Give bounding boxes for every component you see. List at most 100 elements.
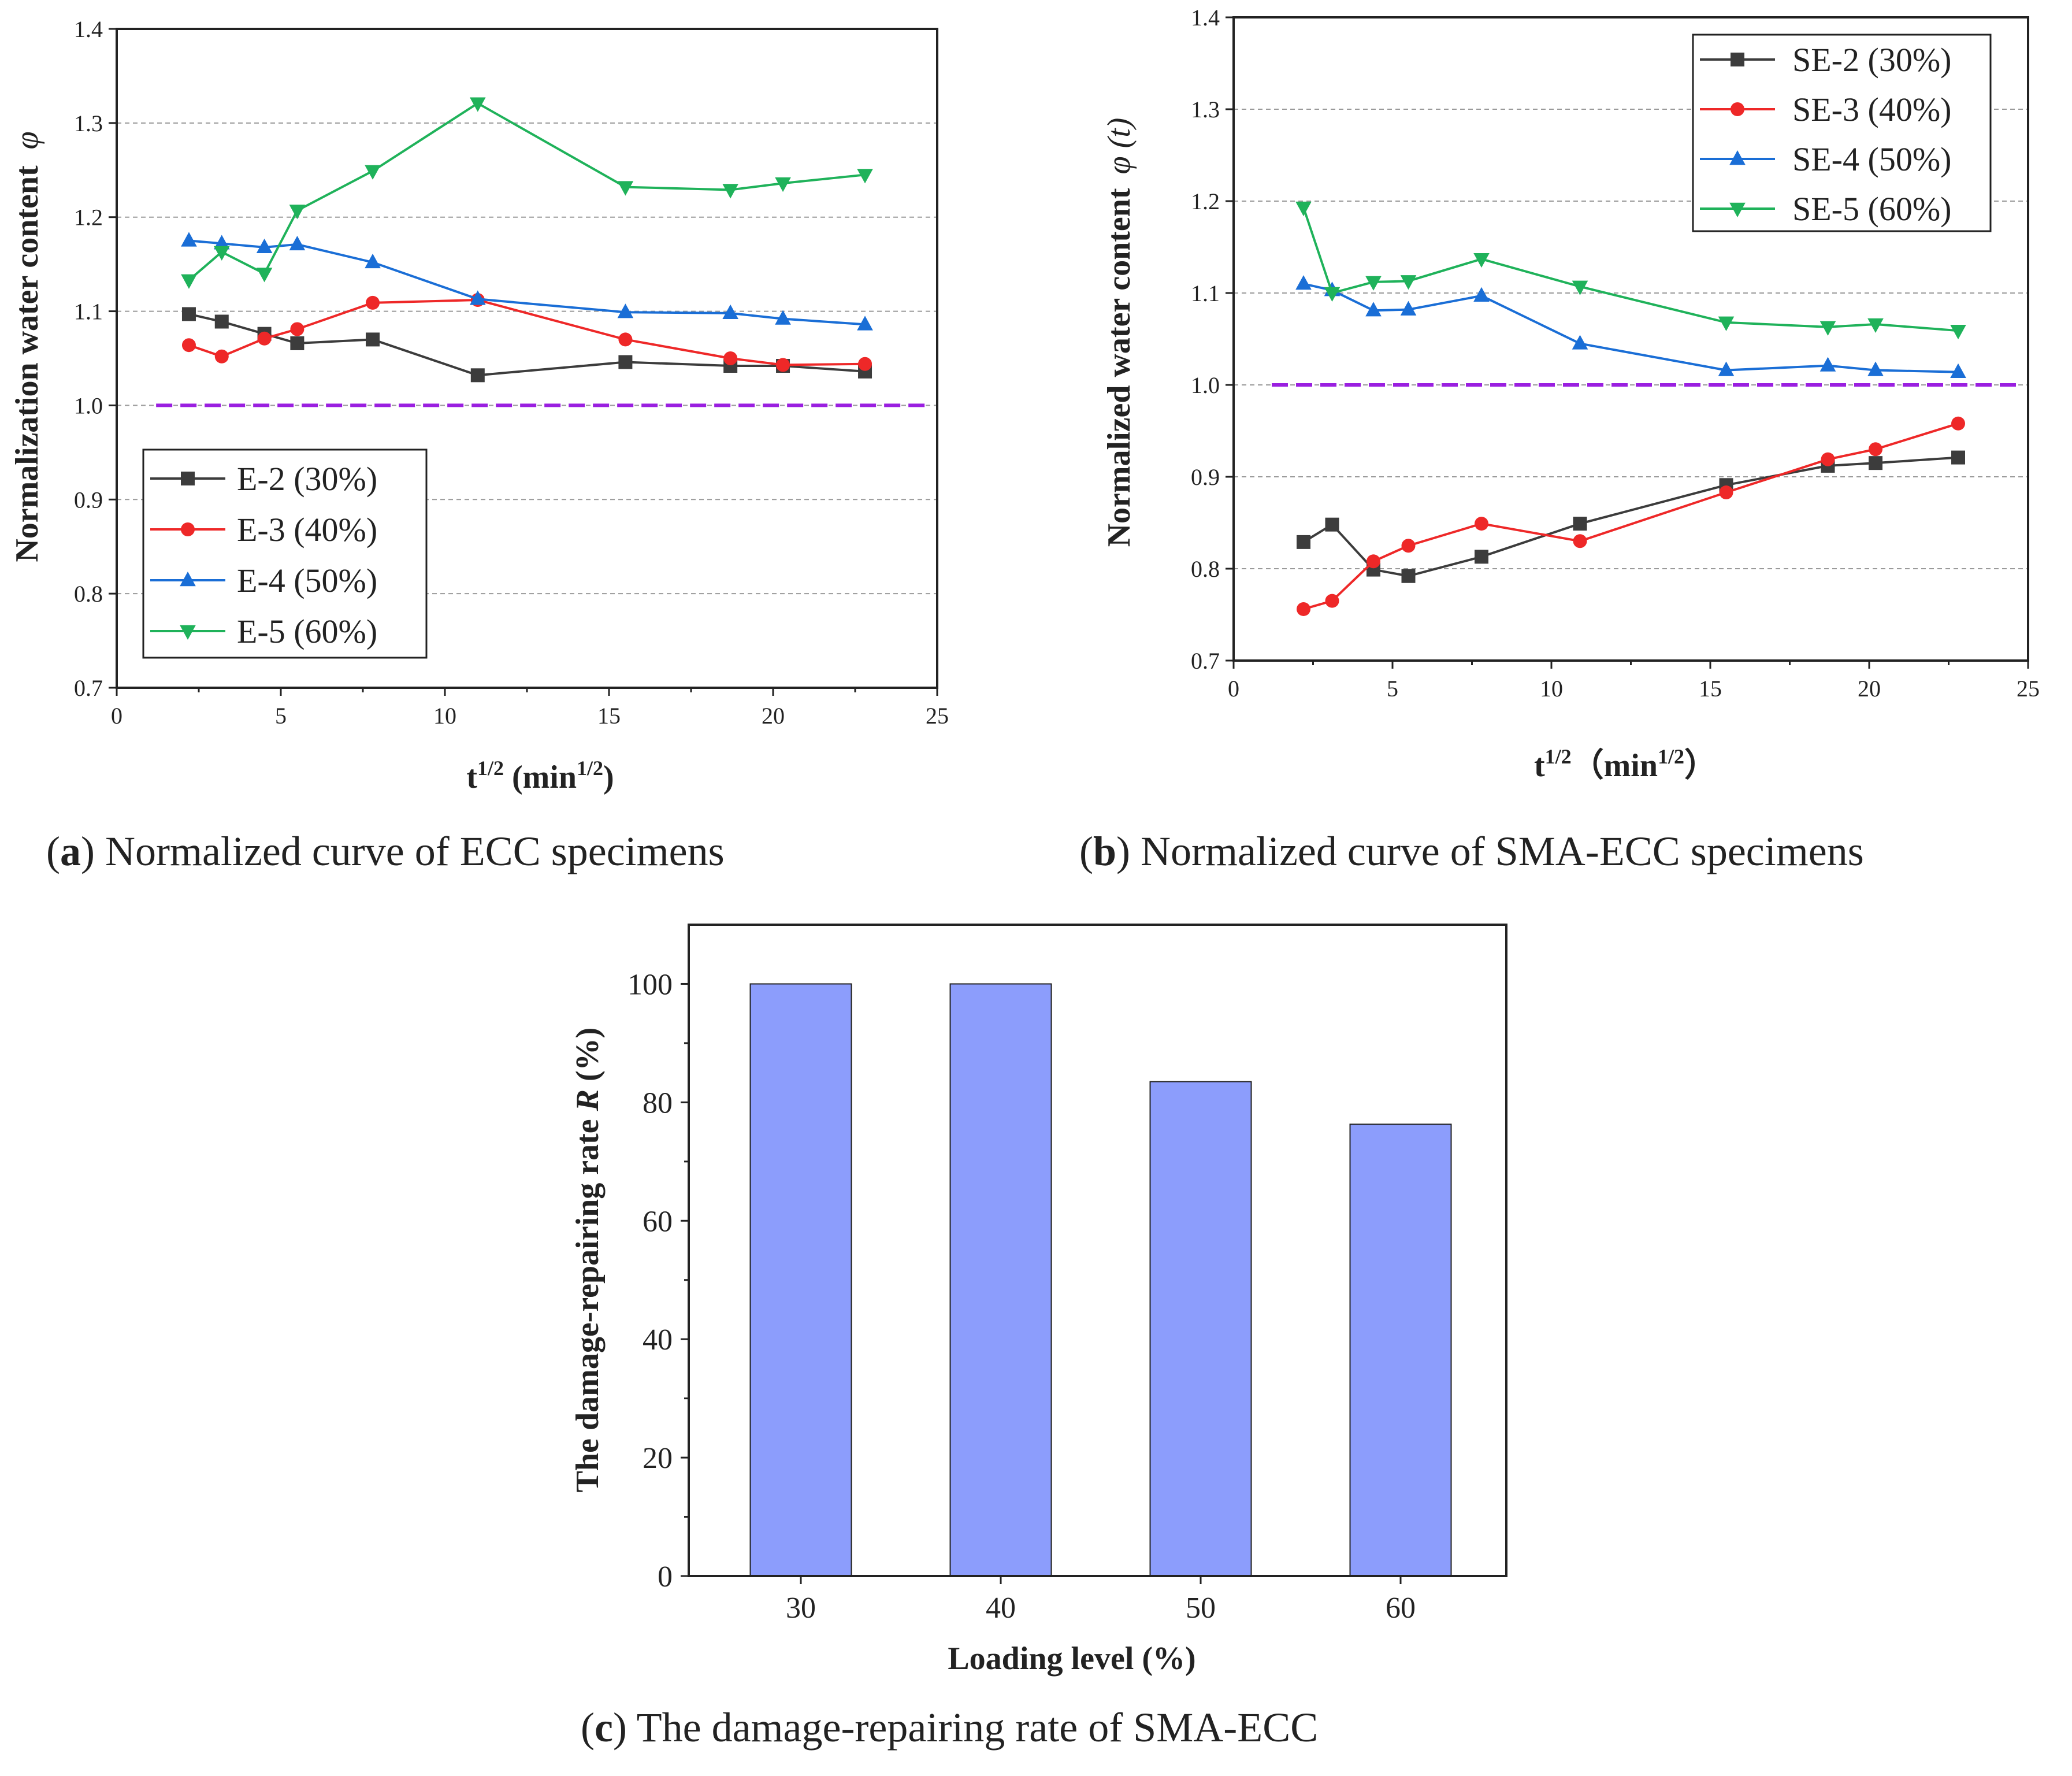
panel-c-y-tick-label: 100 xyxy=(627,968,673,1001)
panel-b-legend-marker xyxy=(1729,202,1746,217)
panel-b-y-tick-label: 1.3 xyxy=(1191,97,1220,123)
panel-c-y-tick-label: 0 xyxy=(658,1560,673,1593)
panel-a-data-point xyxy=(365,165,381,180)
panel-a-data-point xyxy=(213,246,230,261)
panel-a-series-line-0 xyxy=(188,313,866,377)
panel-b-data-point xyxy=(1473,253,1490,268)
panel-b-y-axis-title: Normalized water contentφ (t) xyxy=(1101,118,1137,547)
panel-c-bars xyxy=(749,983,1452,1577)
panel-b-legend-marker xyxy=(1731,102,1744,116)
caption-b: (b) Normalized curve of SMA-ECC specimen… xyxy=(1079,828,1864,874)
panel-a-data-point xyxy=(470,97,486,112)
panel-b-legend-label: SE-3 (40%) xyxy=(1792,91,1951,128)
panel-a-data-point xyxy=(365,253,381,269)
panel-b-data-point xyxy=(1718,361,1735,376)
panel-b-series-group xyxy=(1295,201,1966,616)
panel-a-data-point xyxy=(723,351,738,365)
panel-a-data-point xyxy=(181,274,197,289)
panel-b-data-point xyxy=(1950,324,1966,340)
panel-a-y-tick-label: 1.0 xyxy=(74,392,103,418)
panel-c-bar-50 xyxy=(1149,1081,1252,1577)
panel-a-legend-marker xyxy=(181,472,195,485)
panel-c-y-ticks: 0 20 40 60 80 100 xyxy=(627,968,689,1593)
panel-b-y-tick-label: 1.0 xyxy=(1191,372,1220,398)
panel-b-x-tick-label: 5 xyxy=(1387,676,1398,702)
panel-b-data-point xyxy=(1867,318,1884,333)
panel-b-data-point xyxy=(1475,517,1488,531)
panel-a-data-point xyxy=(214,314,229,329)
caption-c: (c) The damage-repairing rate of SMA-ECC xyxy=(581,1704,1319,1751)
panel-b-data-point xyxy=(1473,287,1490,302)
panel-b-x-ticks: 0 5 10 15 20 25 xyxy=(1228,661,2040,702)
panel-a-y-tick-label: 0.7 xyxy=(74,675,103,701)
panel-c-x-ticks: 30 40 50 60 xyxy=(786,1576,1416,1625)
panel-a-data-point xyxy=(858,357,872,371)
panel-b-data-point xyxy=(1365,276,1382,291)
panel-b-data-point xyxy=(1869,442,1882,457)
panel-b-data-point xyxy=(1867,361,1884,376)
panel-a-legend-label: E-3 (40%) xyxy=(237,511,377,548)
panel-a-y-tick-label: 0.8 xyxy=(74,581,103,607)
panel-c-x-tick-label: 50 xyxy=(1186,1592,1216,1625)
panel-a-data-point xyxy=(289,205,306,220)
panel-b-legend-label: SE-4 (50%) xyxy=(1792,140,1951,178)
panel-b-data-point xyxy=(1572,335,1588,350)
panel-b-x-axis-title: t1/2（min1/2） xyxy=(1534,745,1717,784)
panel-b-x-tick-label: 10 xyxy=(1540,676,1563,702)
panel-b-data-point xyxy=(1951,416,1965,431)
panel-a-x-tick-label: 10 xyxy=(433,703,456,729)
panel-a-series-line-2 xyxy=(188,239,866,326)
panel-b-x-tick-label: 0 xyxy=(1228,676,1239,702)
panel-b-legend-label: SE-5 (60%) xyxy=(1792,190,1951,228)
panel-b-data-point xyxy=(1821,452,1835,466)
panel-a-y-tick-label: 1.2 xyxy=(74,205,103,231)
panel-b-y-tick-label: 0.9 xyxy=(1191,464,1220,490)
panel-a-legend: E-2 (30%) E-3 (40%) E-4 (50%) E-5 (60%) xyxy=(142,448,428,659)
panel-b-data-point xyxy=(1951,450,1965,465)
panel-a-data-point xyxy=(290,322,305,336)
panel-b-data-point xyxy=(1367,554,1380,569)
panel-a-data-point xyxy=(181,307,196,321)
panel-a-legend-marker xyxy=(181,522,195,536)
panel-a-legend-label: E-2 (30%) xyxy=(237,460,377,498)
panel-b-data-point xyxy=(1573,517,1587,531)
panel-a-data-point xyxy=(617,303,634,318)
panel-a-data-point xyxy=(857,316,873,331)
panel-a-data-point xyxy=(617,181,634,196)
panel-b-data-point xyxy=(1572,280,1588,295)
panel-a-data-point xyxy=(722,304,738,320)
panel-b-y-tick-label: 0.8 xyxy=(1191,556,1220,582)
panel-b-data-point xyxy=(1324,287,1341,302)
panel-a-data-point xyxy=(290,336,305,350)
panel-b-y-tick-label: 1.4 xyxy=(1191,5,1220,31)
panel-b-x-tick-label: 20 xyxy=(1858,676,1881,702)
panel-b-data-point xyxy=(1297,535,1310,549)
panel-a-x-ticks: 0 5 10 15 20 25 xyxy=(111,688,949,729)
panel-a-series-group xyxy=(181,97,873,383)
panel-a-data-point xyxy=(289,235,306,251)
panel-c-plot-frame xyxy=(688,924,1507,1577)
panel-a-legend-marker xyxy=(180,625,196,640)
panel-b-data-point xyxy=(1718,316,1735,331)
panel-c-x-tick-label: 30 xyxy=(786,1592,816,1625)
panel-b-legend-label: SE-2 (30%) xyxy=(1792,41,1951,79)
panel-b-data-point xyxy=(1297,602,1310,616)
panel-c-y-axis-title: The damage-repairing rate R (%) xyxy=(570,1028,606,1493)
panel-a-data-point xyxy=(366,332,380,347)
panel-a-y-tick-label: 0.9 xyxy=(74,487,103,513)
panel-b-data-point xyxy=(1401,539,1416,553)
panel-a-data-point xyxy=(775,177,791,192)
panel-b-data-point xyxy=(1325,594,1339,608)
panel-a-data-point xyxy=(213,235,230,250)
panel-a-y-tick-label: 1.3 xyxy=(74,110,103,136)
panel-b-series-line-1 xyxy=(1303,422,1959,610)
panel-a-y-axis-title: Normalization water contentφ xyxy=(9,131,45,562)
panel-a-legend-label: E-4 (50%) xyxy=(237,562,377,599)
panel-a-legend-label: E-5 (60%) xyxy=(237,613,377,650)
panel-b-y-tick-label: 1.2 xyxy=(1191,188,1220,214)
panel-a-data-point xyxy=(256,268,273,283)
panel-a-y-ticks: 0.7 0.8 0.9 1.0 1.1 1.2 1.3 1.4 xyxy=(74,16,117,701)
panel-b-series-line-2 xyxy=(1303,283,1959,373)
